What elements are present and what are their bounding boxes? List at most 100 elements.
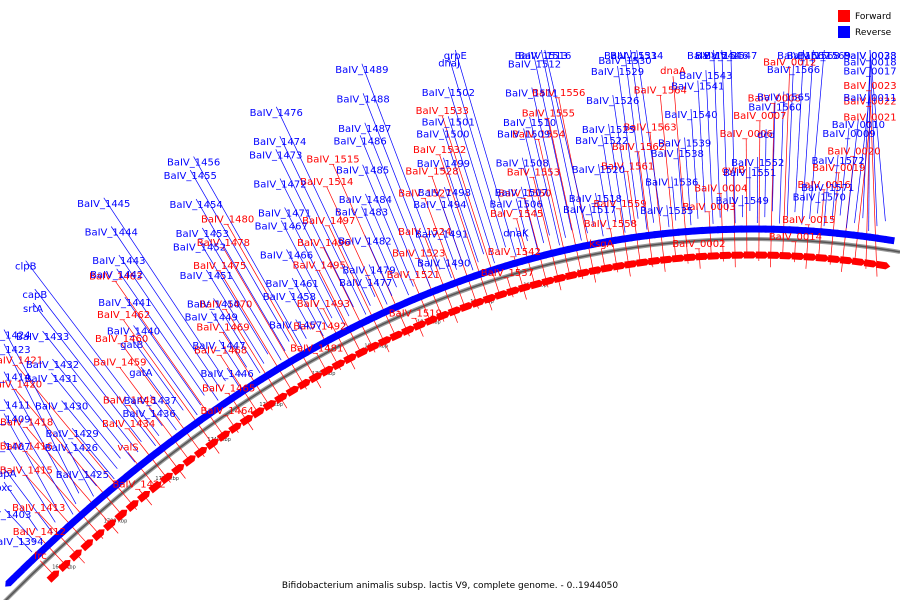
forward-gene-arrow bbox=[719, 251, 734, 260]
label-connector bbox=[71, 427, 115, 480]
label-connector bbox=[595, 192, 604, 237]
forward-gene-arrow bbox=[262, 400, 277, 412]
label-connector bbox=[361, 206, 397, 288]
reverse-gene-label: BaIV_1424 bbox=[0, 331, 31, 342]
label-connector bbox=[61, 400, 118, 469]
genome-backbone-inner bbox=[4, 238, 900, 600]
label-connector bbox=[671, 176, 677, 221]
forward-gene-label: valS bbox=[117, 442, 138, 453]
forward-gene-label: BaIV_1559 bbox=[593, 199, 646, 210]
label-connector bbox=[794, 49, 805, 213]
reverse-gene-label: BaIV_1518 bbox=[569, 194, 622, 205]
reverse-gene-label: BaIV_1429 bbox=[45, 429, 98, 440]
reverse-gene-label: BaIV_0017 bbox=[843, 66, 896, 77]
reverse-gene-label: BaIV_1471 bbox=[258, 209, 311, 220]
forward-gene-arrow bbox=[239, 414, 254, 427]
forward-gene-label: BaIV_1532 bbox=[413, 145, 466, 156]
reverse-gene-label: BaIV_1570 bbox=[793, 193, 846, 204]
label-connector bbox=[199, 241, 269, 355]
label-connector bbox=[133, 325, 198, 416]
reverse-gene-label: BaIV_1485 bbox=[336, 166, 389, 177]
label-connector bbox=[531, 87, 566, 238]
label-connector bbox=[201, 227, 282, 361]
label-connector bbox=[524, 198, 549, 288]
reverse-gene-label: BaIV_1443 bbox=[92, 256, 145, 267]
forward-gene-label: BaIV_0019 bbox=[812, 163, 865, 174]
label-connector bbox=[548, 118, 584, 280]
forward-gene-label: BaIV_1492 bbox=[293, 321, 346, 332]
reverse-gene-label: BaIV_0011 bbox=[843, 93, 896, 104]
forward-gene-label: BaIV_0020 bbox=[827, 147, 880, 158]
reverse-gene-label: BaIV_1494 bbox=[413, 200, 466, 211]
reverse-gene-label: dcd bbox=[757, 130, 775, 141]
label-connector bbox=[454, 49, 517, 257]
forward-gene-label: BaIV_1470 bbox=[199, 300, 252, 311]
label-connector bbox=[666, 205, 670, 228]
reverse-gene-label: gatB bbox=[120, 340, 143, 351]
forward-gene-arrow bbox=[424, 315, 439, 326]
label-connector bbox=[189, 169, 290, 342]
forward-gene-arrow bbox=[148, 481, 162, 494]
forward-gene-label: dnaA bbox=[660, 66, 686, 77]
forward-gene-arrow bbox=[401, 325, 416, 336]
forward-gene-label: BaIV_1542 bbox=[488, 247, 541, 258]
label-connector bbox=[869, 49, 878, 227]
forward-gene-label: BaIV_0008 bbox=[748, 93, 801, 104]
label-connector bbox=[598, 164, 610, 230]
label-connector bbox=[540, 49, 582, 241]
forward-gene-arrow bbox=[518, 283, 533, 293]
label-connector bbox=[412, 279, 431, 321]
legend: Forward Reverse bbox=[838, 10, 892, 38]
label-connector bbox=[817, 191, 820, 214]
forward-gene-arrow bbox=[308, 372, 323, 384]
forward-gene-arrow bbox=[803, 253, 818, 261]
forward-gene-arrow bbox=[459, 302, 474, 312]
label-connector bbox=[868, 56, 871, 232]
reverse-gene-label: dnaK bbox=[503, 229, 529, 240]
reverse-gene-label: BaIV_1512 bbox=[508, 59, 561, 70]
forward-gene-arrow bbox=[851, 257, 867, 266]
label-connector bbox=[636, 49, 661, 217]
reverse-gene-label: BaIV_0010 bbox=[832, 120, 885, 131]
label-connector bbox=[705, 70, 714, 224]
forward-gene-arrow bbox=[320, 365, 334, 377]
reverse-gene-label: BaIV_1522 bbox=[575, 136, 628, 147]
label-connector bbox=[52, 358, 136, 463]
label-connector bbox=[110, 226, 223, 391]
forward-gene-arrow bbox=[447, 306, 463, 317]
reverse-gene-label: BaIV_1472 bbox=[253, 180, 306, 191]
forward-gene-label: BaIV_1556 bbox=[532, 88, 585, 99]
label-connector bbox=[124, 296, 202, 406]
reverse-gene-label: BaIV_1451 bbox=[180, 271, 233, 282]
label-connector bbox=[684, 137, 692, 226]
forward-gene-label: BaIV_0004 bbox=[694, 184, 747, 195]
reverse-gene-label: BaIV_1455 bbox=[164, 171, 217, 182]
reverse-gene-label: BaIV_1535 bbox=[640, 206, 693, 217]
forward-gene-label: BaIV_1480 bbox=[201, 215, 254, 226]
label-connector bbox=[758, 121, 761, 262]
label-connector bbox=[127, 452, 156, 487]
reverse-gene-label: BaIV_1414 bbox=[0, 373, 31, 384]
forward-gene-label: BaIV_0016 bbox=[797, 180, 850, 191]
reverse-gene-label: grpE bbox=[444, 51, 467, 62]
label-connector bbox=[362, 164, 414, 287]
reverse-gene-label: BaIV_1431 bbox=[25, 374, 78, 385]
reverse-gene-label: BaIV_1474 bbox=[253, 137, 306, 148]
label-connector bbox=[118, 254, 219, 401]
label-connector bbox=[730, 49, 736, 224]
forward-gene-label: BaIV_0012 bbox=[763, 58, 816, 69]
label-connector bbox=[295, 319, 307, 339]
forward-gene-arrow bbox=[182, 455, 196, 467]
reverse-gene-label: BaIV_1572 bbox=[811, 156, 864, 167]
reverse-gene-label: BaIV_1508 bbox=[496, 159, 549, 170]
label-connector bbox=[442, 128, 485, 255]
label-connector bbox=[42, 330, 139, 453]
label-connector bbox=[291, 277, 324, 337]
gene-arrows bbox=[5, 225, 895, 587]
forward-gene-arrow bbox=[767, 251, 782, 259]
forward-gene-arrow bbox=[815, 254, 830, 262]
forward-gene-arrow bbox=[389, 330, 404, 342]
label-connector bbox=[3, 481, 38, 531]
forward-gene-arrow bbox=[779, 252, 794, 260]
